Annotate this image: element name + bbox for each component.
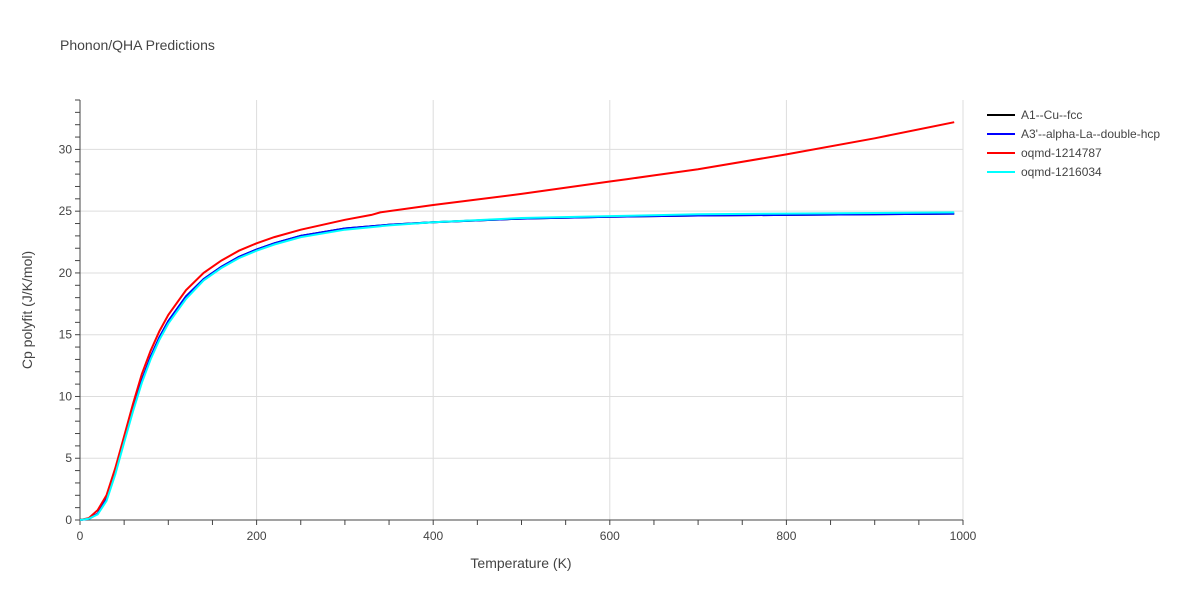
legend-item-label[interactable]: A3'--alpha-La--double-hcp: [1021, 127, 1160, 141]
y-tick-label: 5: [65, 451, 72, 465]
y-tick-label: 10: [59, 389, 73, 403]
legend[interactable]: A1--Cu--fcc A3'--alpha-La--double-hcp oqmd…: [987, 108, 1160, 179]
x-tick-label: 400: [423, 529, 443, 543]
series-line-2[interactable]: [79, 212, 955, 521]
legend-item-label[interactable]: oqmd-1216034: [1021, 165, 1102, 179]
y-tick-label: 0: [65, 513, 72, 527]
y-tick-label: 25: [59, 204, 73, 218]
grid-lines: [80, 100, 964, 520]
y-tick-label: 20: [59, 266, 73, 280]
series-line-1[interactable]: [79, 212, 955, 521]
chart-title: Phonon/QHA Predictions: [60, 37, 215, 53]
y-tick-label: 15: [59, 328, 73, 342]
x-tick-label: 600: [600, 529, 620, 543]
plot-area[interactable]: [79, 121, 955, 521]
x-tick-label: 800: [776, 529, 796, 543]
x-tick-label: 0: [77, 529, 84, 543]
y-axis-title: Cp polyfit (J/K/mol): [19, 251, 35, 369]
x-axis-title: Temperature (K): [470, 555, 571, 571]
series-line-3[interactable]: [79, 121, 955, 521]
tick-labels: 0 200 400 600 800 1000 0 5 10 15 20 25 30: [59, 142, 977, 543]
x-tick-label: 200: [247, 529, 267, 543]
axes: [75, 99, 964, 525]
legend-item-label[interactable]: oqmd-1214787: [1021, 146, 1102, 160]
y-tick-label: 30: [59, 142, 73, 156]
x-tick-label: 1000: [950, 529, 977, 543]
legend-item-label[interactable]: A1--Cu--fcc: [1021, 108, 1082, 122]
series-line-4[interactable]: [79, 211, 955, 521]
